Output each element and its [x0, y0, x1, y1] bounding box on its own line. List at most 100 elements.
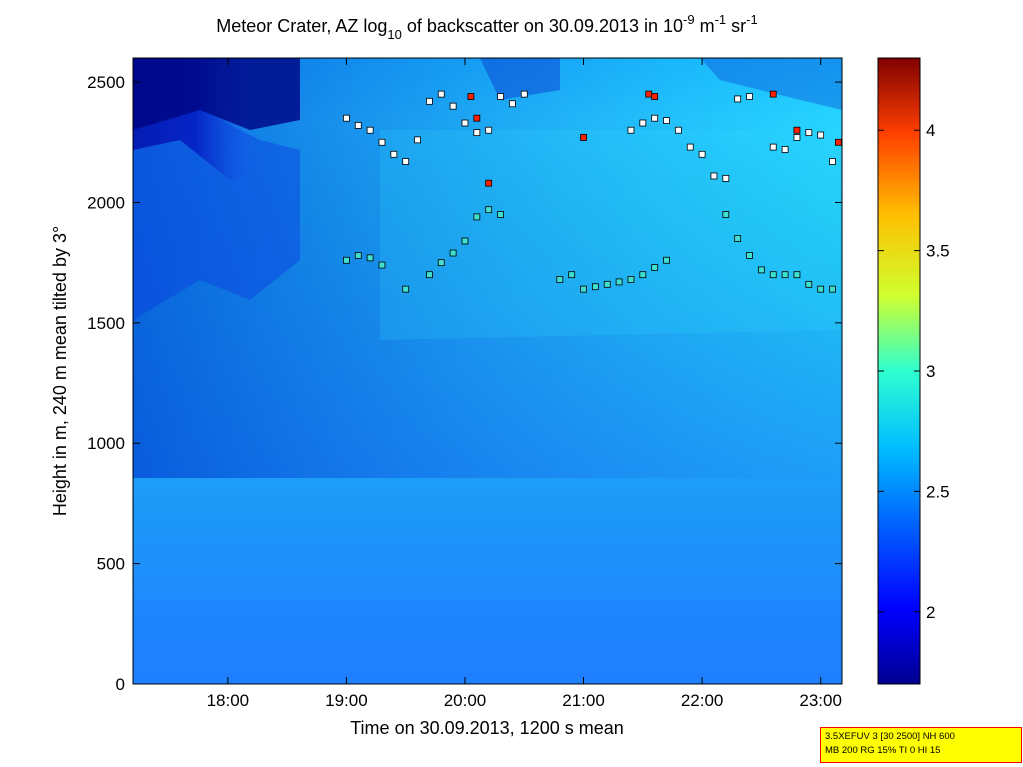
marker-point: [805, 280, 813, 288]
title-exp3: -1: [746, 12, 758, 27]
marker-point: [817, 131, 825, 139]
marker-series-high-values: [467, 90, 842, 187]
y-axis: 0 500 1000 1500 2000 2500: [87, 73, 842, 694]
marker-point: [663, 256, 670, 264]
marker-point: [805, 129, 813, 137]
colorbar-tick-label: 3.5: [926, 242, 950, 261]
marker-point: [663, 117, 670, 124]
chart-title: Meteor Crater, AZ log10 of backscatter o…: [216, 12, 757, 42]
colorbar-tick-label: 2.5: [926, 482, 950, 501]
marker-point: [449, 102, 457, 110]
marker-point: [793, 271, 801, 279]
x-tick-label: 18:00: [207, 691, 250, 710]
marker-point: [497, 93, 504, 100]
marker-point: [829, 158, 836, 165]
marker-point: [645, 90, 653, 98]
marker-point: [686, 143, 694, 151]
marker-point: [568, 271, 576, 279]
marker-point: [829, 285, 836, 293]
marker-point: [343, 256, 350, 264]
marker-point: [835, 138, 842, 146]
title-prefix: Meteor Crater, AZ log: [216, 16, 387, 36]
marker-point: [639, 271, 647, 279]
marker-point: [485, 126, 493, 134]
y-tick-label: 2500: [87, 73, 125, 92]
marker-point: [781, 271, 789, 279]
marker-point: [781, 146, 789, 153]
marker-point: [734, 235, 742, 242]
marker-point: [793, 134, 801, 141]
marker-point: [366, 126, 374, 134]
marker-point: [580, 134, 587, 141]
marker-point: [651, 93, 659, 100]
marker-point: [674, 126, 682, 134]
y-tick-label: 2000: [87, 193, 125, 212]
colorbar-gradient: [877, 57, 921, 685]
marker-point: [414, 136, 421, 144]
y-tick-label: 1500: [87, 314, 125, 333]
marker-point: [354, 252, 362, 259]
heatmap: [133, 58, 842, 684]
marker-point: [639, 119, 647, 127]
marker-point: [627, 126, 635, 134]
marker-point: [627, 276, 635, 283]
marker-point: [698, 150, 706, 158]
y-tick-label: 1000: [87, 434, 125, 453]
marker-point: [497, 211, 504, 218]
x-tick-label: 21:00: [562, 691, 605, 710]
marker-point: [651, 114, 659, 122]
marker-point: [769, 271, 777, 279]
y-tick-label: 0: [116, 675, 125, 694]
title-exp1: -9: [683, 12, 695, 27]
colorbar-tick-label: 2: [926, 603, 935, 622]
title-sub: 10: [387, 27, 401, 42]
marker-point: [426, 97, 433, 105]
marker-point: [378, 261, 386, 269]
marker-point: [520, 90, 528, 98]
title-sr: sr: [726, 16, 746, 36]
marker-point: [485, 206, 493, 214]
x-tick-label: 19:00: [325, 691, 368, 710]
marker-point: [354, 122, 362, 129]
marker-point: [769, 90, 777, 98]
marker-point: [343, 114, 350, 122]
marker-point: [449, 249, 457, 257]
colorbar: 2 2.5 3 3.5 4: [877, 57, 950, 685]
marker-point: [467, 93, 475, 100]
x-tick-label: 23:00: [799, 691, 842, 710]
y-tick-label: 500: [97, 555, 125, 574]
marker-point: [390, 150, 398, 158]
info-box-line1: 3.5XEFUV 3 [30 2500] NH 600: [825, 731, 955, 742]
marker-point: [485, 179, 493, 187]
colorbar-ticks: 2 2.5 3 3.5 4: [878, 121, 950, 622]
markers-layer: [343, 90, 842, 293]
marker-point: [402, 285, 410, 293]
colorbar-tick-label: 3: [926, 362, 935, 381]
marker-point: [734, 95, 742, 103]
marker-point: [746, 93, 753, 100]
title-middle: of backscatter on 30.09.2013 in 10: [402, 16, 683, 36]
marker-point: [710, 172, 718, 180]
marker-point: [437, 259, 445, 267]
marker-point: [437, 90, 445, 98]
marker-point: [817, 285, 825, 293]
marker-point: [473, 129, 481, 137]
marker-point: [461, 119, 469, 127]
marker-point: [746, 252, 753, 259]
marker-point: [402, 158, 410, 165]
marker-series-layer2-mid: [343, 206, 836, 293]
marker-point: [793, 126, 801, 134]
marker-point: [651, 264, 659, 271]
marker-point: [366, 254, 374, 262]
plot-frame: [132, 57, 843, 685]
marker-point: [603, 280, 611, 288]
marker-point: [461, 237, 469, 245]
x-tick-label: 22:00: [681, 691, 724, 710]
marker-point: [722, 211, 730, 218]
x-axis: 18:00 19:00 20:00 21:00 22:00 23:00: [207, 58, 842, 710]
marker-point: [580, 285, 587, 293]
marker-point: [722, 174, 730, 182]
marker-point: [426, 271, 433, 279]
info-box: 3.5XEFUV 3 [30 2500] NH 600 MB 200 RG 15…: [820, 727, 1022, 763]
